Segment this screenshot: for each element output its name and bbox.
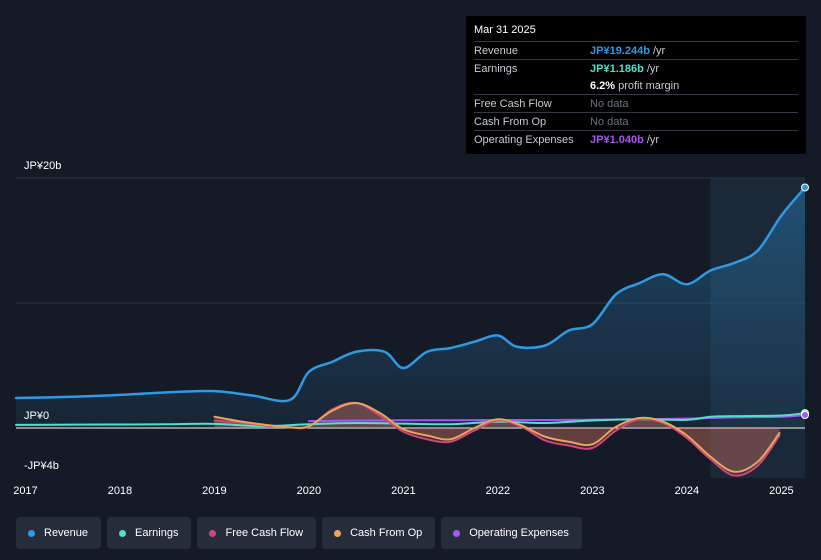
tooltip-row-margin: 6.2% profit margin bbox=[474, 77, 798, 94]
tooltip-label: Operating Expenses bbox=[474, 133, 574, 146]
legend-label: Earnings bbox=[135, 527, 179, 539]
x-tick-label: 2023 bbox=[580, 485, 605, 497]
legend-item-operating-expenses[interactable]: Operating Expenses bbox=[441, 517, 582, 549]
legend-label: Cash From Op bbox=[350, 527, 423, 539]
earnings-line bbox=[15, 412, 806, 428]
legend-dot-icon bbox=[119, 529, 127, 537]
legend-item-cash-from-op[interactable]: Cash From Op bbox=[322, 517, 436, 549]
tooltip-row-earnings: Earnings JP¥1.186b /yr bbox=[474, 59, 798, 77]
tooltip-row-opex: Operating Expenses JP¥1.040b /yr bbox=[474, 130, 798, 148]
legend-dot-icon bbox=[209, 529, 217, 537]
legend-dot-icon bbox=[28, 529, 35, 537]
tooltip-unit: /yr bbox=[646, 133, 660, 146]
tooltip-unit: profit margin bbox=[618, 79, 680, 92]
legend-item-free-cash-flow[interactable]: Free Cash Flow bbox=[197, 517, 317, 549]
legend-label: Operating Expenses bbox=[469, 527, 569, 539]
tooltip-label: Earnings bbox=[474, 62, 518, 75]
legend-label: Free Cash Flow bbox=[225, 527, 304, 539]
tooltip-row-fcf: Free Cash Flow No data bbox=[474, 94, 798, 112]
y-tick-label-bottom: -JP¥4b bbox=[24, 460, 59, 472]
x-tick-label: 2019 bbox=[202, 485, 227, 497]
revenue-area bbox=[16, 187, 805, 428]
x-tick-label: 2025 bbox=[769, 485, 794, 497]
opex-line bbox=[307, 414, 806, 423]
x-tick-label: 2017 bbox=[13, 485, 38, 497]
tooltip-date: Mar 31 2025 bbox=[474, 24, 536, 36]
legend-dot-icon bbox=[453, 529, 461, 537]
x-tick-label: 2020 bbox=[296, 485, 322, 497]
cfo-line bbox=[213, 401, 781, 473]
x-tick-label: 2024 bbox=[674, 485, 700, 497]
legend-item-revenue[interactable]: Revenue bbox=[16, 517, 102, 549]
tooltip-unit: /yr bbox=[646, 62, 660, 75]
tooltip-value: JP¥1.040b bbox=[590, 133, 644, 146]
tooltip-label: Free Cash Flow bbox=[474, 97, 552, 110]
legend-item-earnings[interactable]: Earnings bbox=[107, 517, 192, 549]
tooltip-label: Cash From Op bbox=[474, 115, 547, 128]
tooltip-row-cfo: Cash From Op No data bbox=[474, 112, 798, 130]
x-tick-label: 2021 bbox=[391, 485, 416, 497]
y-tick-label-zero: JP¥0 bbox=[24, 410, 50, 422]
legend-label: Revenue bbox=[44, 527, 89, 539]
chart-legend: Revenue Earnings Free Cash Flow Cash Fro… bbox=[16, 517, 582, 549]
tooltip-value: JP¥19.244b bbox=[590, 44, 650, 57]
opex-end-marker bbox=[801, 411, 809, 419]
legend-dot-icon bbox=[334, 529, 342, 537]
tooltip-value: 6.2% bbox=[590, 79, 616, 92]
tooltip-label: Revenue bbox=[474, 44, 519, 57]
tooltip-row-revenue: Revenue JP¥19.244b /yr bbox=[474, 41, 798, 59]
data-tooltip: Mar 31 2025 Revenue JP¥19.244b /yr Earni… bbox=[466, 16, 806, 154]
y-tick-label-top: JP¥20b bbox=[24, 160, 62, 172]
tooltip-value: JP¥1.186b bbox=[590, 62, 644, 75]
tooltip-value: No data bbox=[590, 97, 629, 110]
revenue-end-marker bbox=[801, 183, 809, 192]
revenue-line bbox=[14, 186, 807, 403]
tooltip-unit: /yr bbox=[652, 44, 666, 57]
tooltip-value: No data bbox=[590, 115, 629, 128]
x-tick-label: 2018 bbox=[107, 485, 133, 497]
x-tick-label: 2022 bbox=[485, 485, 511, 497]
